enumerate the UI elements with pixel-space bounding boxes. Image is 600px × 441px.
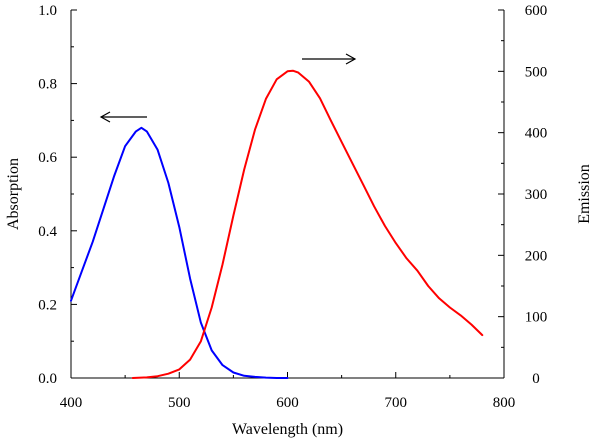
right-y-axis-ticks: 0 100 200 300 400 500 600 xyxy=(498,3,547,387)
right-y-tick-label: 600 xyxy=(525,3,548,19)
x-tick-label: 400 xyxy=(60,395,83,411)
left-y-tick-label: 0.2 xyxy=(38,297,57,313)
emission-axis-arrow xyxy=(302,53,357,65)
absorption-series-line xyxy=(70,126,289,379)
right-y-tick-label: 200 xyxy=(525,248,548,264)
right-y-axis-title: Emission xyxy=(576,164,593,224)
right-y-tick-label: 500 xyxy=(525,64,548,80)
right-y-tick-label: 300 xyxy=(525,187,548,203)
left-y-axis-ticks: 0.0 0.2 0.4 0.6 0.8 1.0 xyxy=(38,3,77,387)
annotation-layer xyxy=(99,53,357,123)
x-tick-label: 800 xyxy=(493,395,516,411)
right-y-tick-label: 100 xyxy=(525,310,548,326)
plot-frame xyxy=(70,10,505,379)
emission-series-line xyxy=(131,69,484,379)
left-y-tick-label: 1.0 xyxy=(38,3,57,19)
series-layer xyxy=(70,69,484,379)
right-y-tick-label: 0 xyxy=(532,371,540,387)
x-tick-label: 500 xyxy=(168,395,191,411)
absorption-axis-arrow xyxy=(99,111,147,123)
x-tick-label: 600 xyxy=(276,395,299,411)
left-y-tick-label: 0.6 xyxy=(38,150,57,166)
x-axis-ticks: 400 500 600 700 800 xyxy=(60,372,516,411)
left-y-tick-label: 0.0 xyxy=(38,371,57,387)
x-axis-title: Wavelength (nm) xyxy=(232,421,343,438)
right-y-tick-label: 400 xyxy=(525,126,548,142)
x-tick-label: 700 xyxy=(385,395,408,411)
left-y-tick-label: 0.4 xyxy=(38,224,57,240)
left-y-tick-label: 0.8 xyxy=(38,77,57,93)
left-y-axis-title: Absorption xyxy=(5,158,22,230)
